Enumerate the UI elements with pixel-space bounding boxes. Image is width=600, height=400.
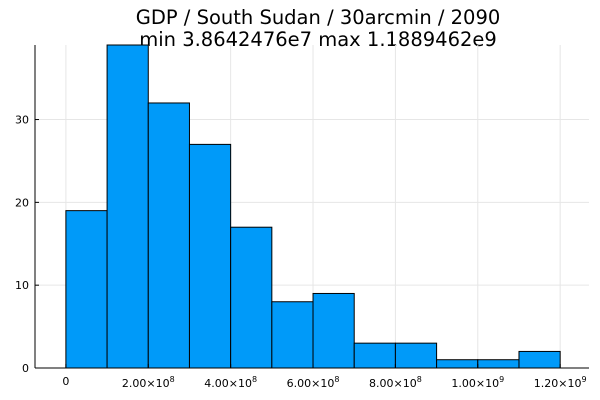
histogram-bar-0 [65, 210, 108, 369]
x-tick-label-1: 2.00×108 [122, 375, 175, 390]
x-tick-label-5: 1.00×109 [451, 375, 504, 390]
x-tick-label-6: 1.20×109 [534, 375, 587, 390]
histogram-bar-6 [312, 292, 355, 369]
x-tick-label-0: 0 [62, 375, 69, 388]
histogram-bar-8 [394, 342, 438, 369]
x-tick-label-2: 4.00×108 [204, 375, 257, 390]
histogram-bar-2 [147, 102, 190, 369]
chart-title-line-2: min 3.8642476e7 max 1.1889462e9 [139, 28, 497, 51]
histogram-bar-5 [271, 301, 314, 369]
axes [34, 45, 589, 369]
x-tick-label-3: 6.00×108 [287, 375, 340, 390]
x-tick-label-4: 8.00×108 [369, 375, 422, 390]
histogram-bar-1 [106, 44, 149, 369]
chart-title-line-1: GDP / South Sudan / 30arcmin / 2090 [136, 6, 501, 29]
y-tick-label-2: 20 [15, 196, 29, 209]
histogram-bar-3 [188, 143, 232, 369]
y-tick-label-3: 30 [15, 114, 29, 127]
histogram-bars [65, 44, 561, 369]
y-tick-label-1: 10 [15, 279, 29, 292]
histogram-bar-4 [230, 226, 273, 369]
y-axis-ticks: 0 10 20 30 [15, 114, 39, 375]
histogram-bar-9 [436, 359, 479, 369]
histogram-bar-10 [477, 359, 520, 369]
histogram-bar-7 [353, 342, 396, 369]
y-tick-label-0: 0 [22, 362, 29, 375]
x-axis-ticks: 0 2.00×108 4.00×108 6.00×108 8.00×108 1.00×10… [62, 364, 587, 390]
histogram-bar-11 [518, 350, 561, 369]
